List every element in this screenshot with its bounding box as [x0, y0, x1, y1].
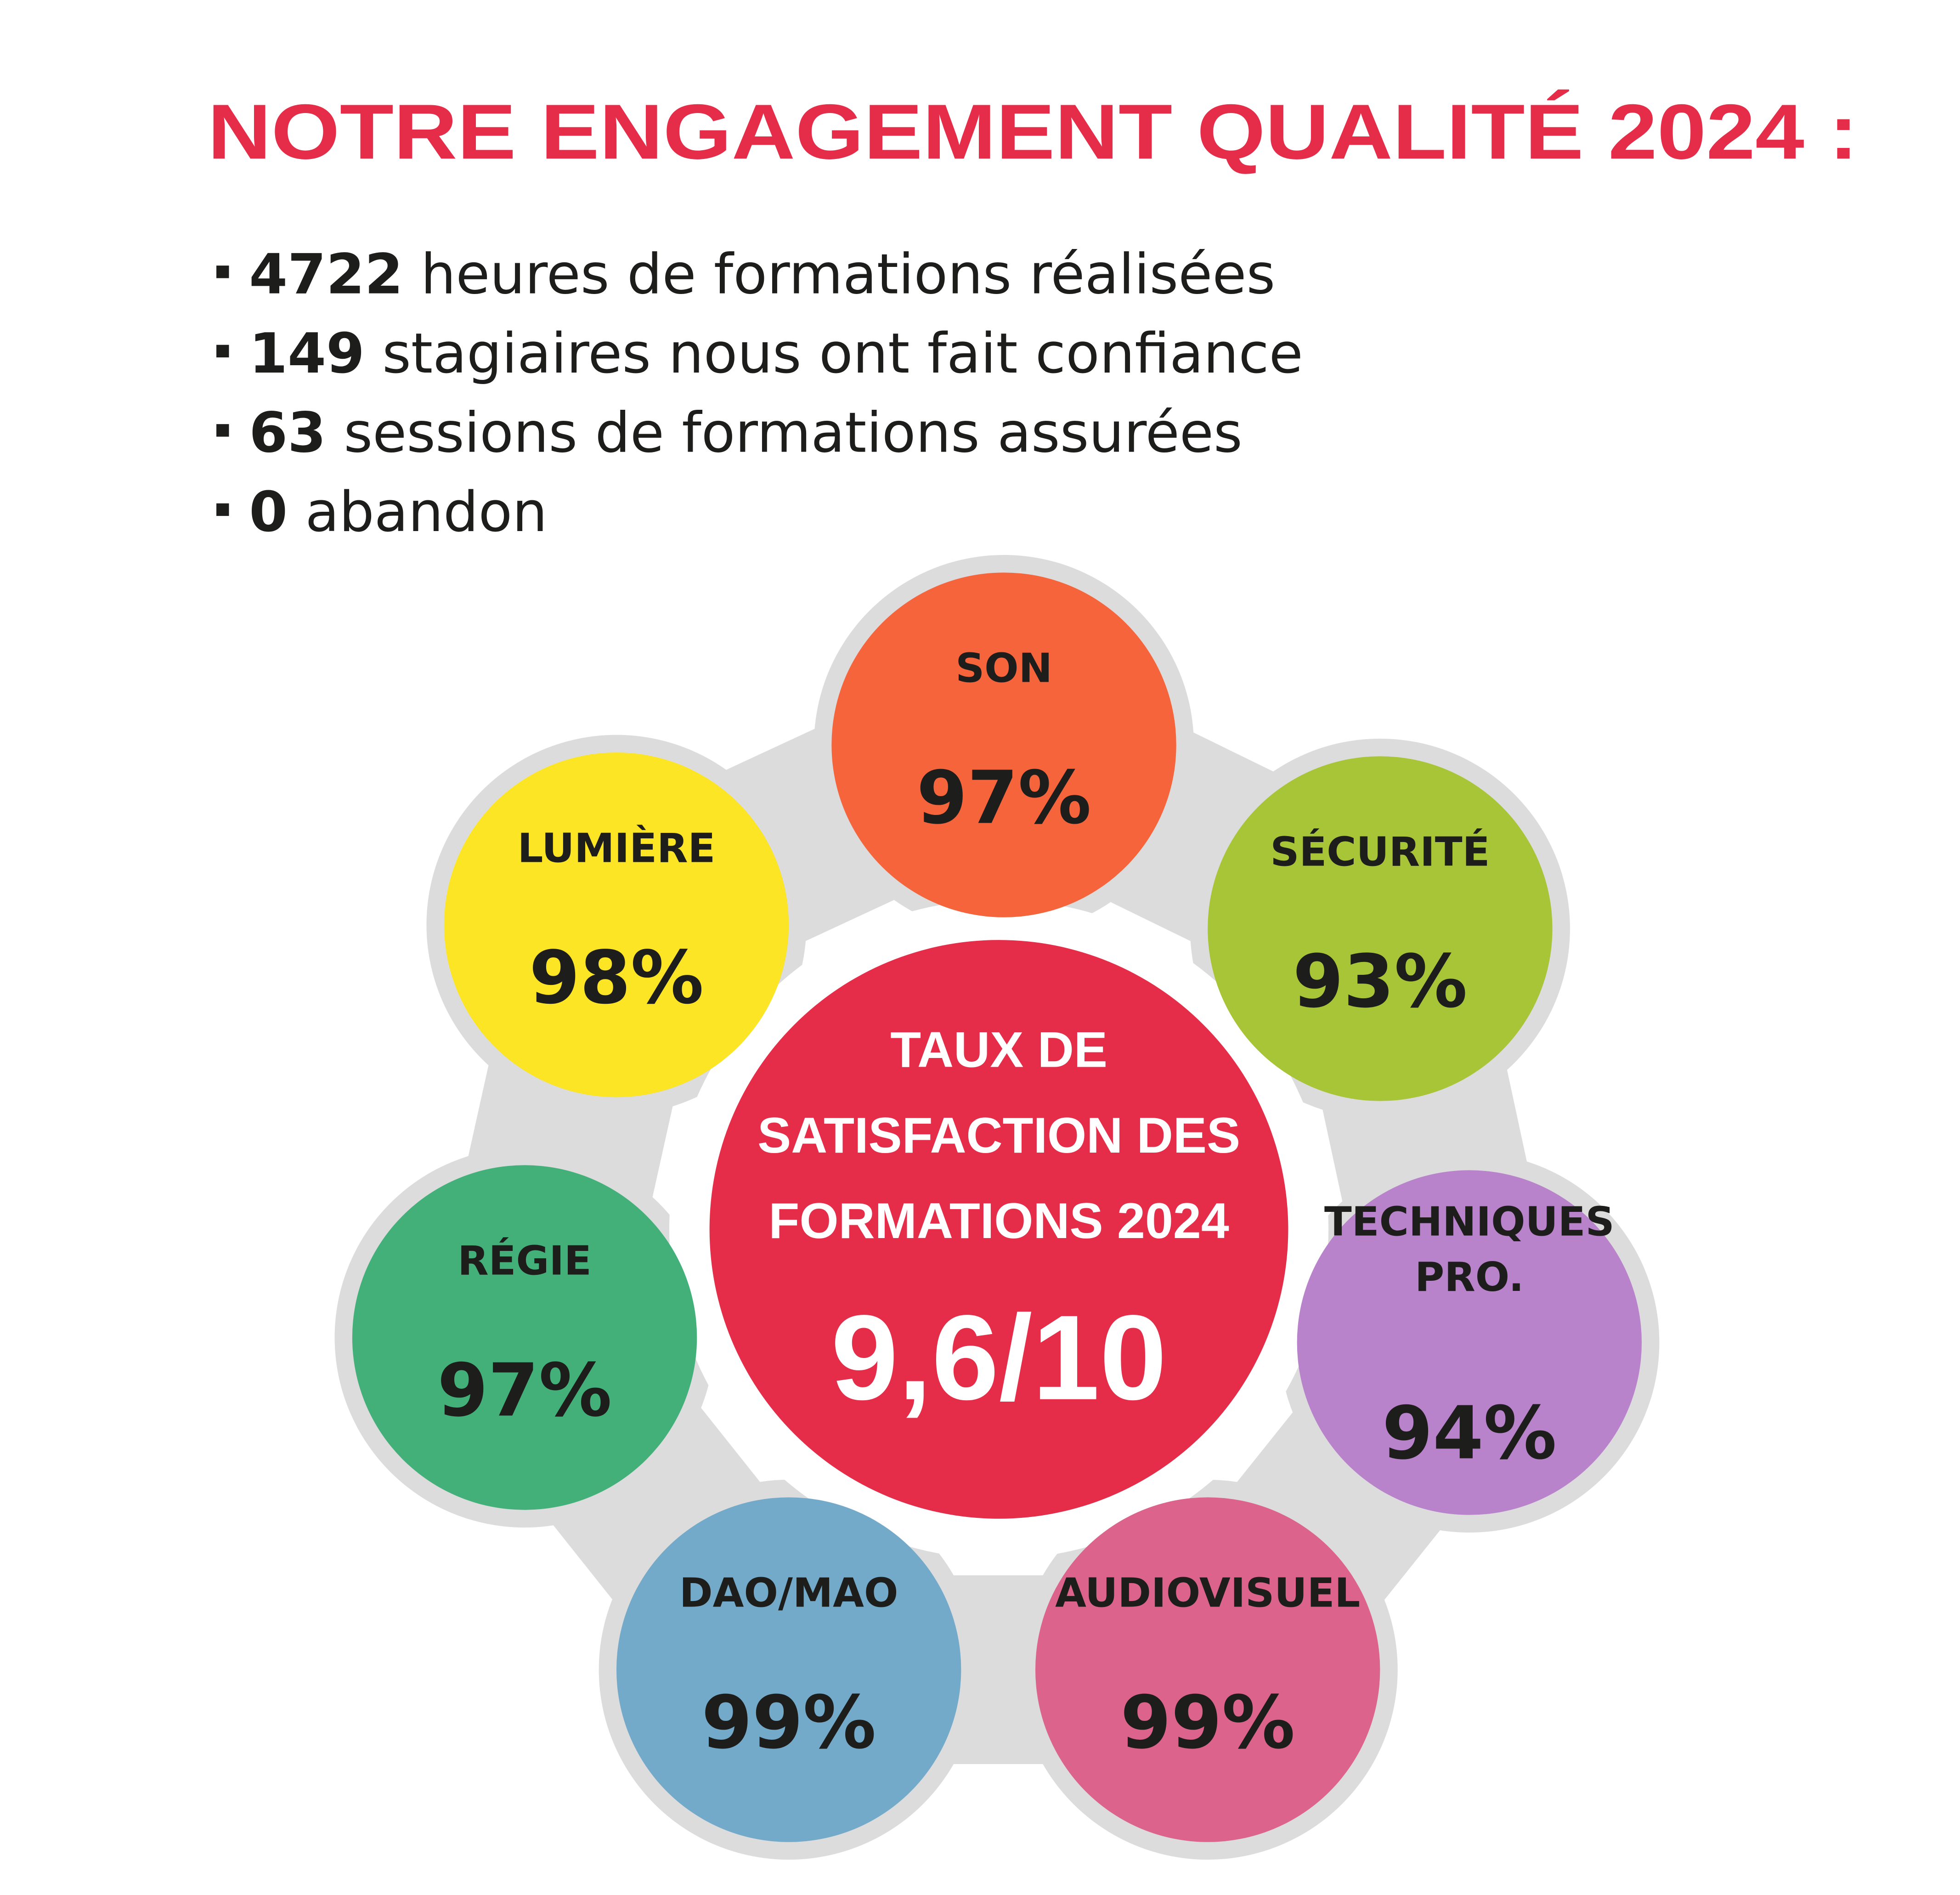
category-label: AUDIOVISUEL — [1055, 1570, 1360, 1617]
category-label: SON — [955, 645, 1052, 692]
category-label: LUMIÈRE — [518, 825, 716, 871]
category-value: 99% — [1120, 1680, 1295, 1765]
stat-line: 4722 heures de formations réalisées — [249, 242, 1275, 306]
category-circle — [1208, 756, 1553, 1101]
center-score: 9,6/10 — [831, 1290, 1167, 1425]
category-label: RÉGIE — [458, 1238, 592, 1284]
category-circle — [352, 1165, 697, 1510]
stat-line: 63 sessions de formations assurées — [249, 401, 1243, 465]
stat-line: 149 stagiaires nous ont fait confiance — [249, 322, 1303, 386]
stat-line: 0 abandon — [249, 480, 547, 544]
bullet — [216, 424, 229, 437]
stat-number: 63 — [249, 401, 326, 465]
center-line: TAUX DE — [890, 1022, 1107, 1078]
title: NOTRE ENGAGEMENT QUALITÉ 2024 : — [208, 88, 1858, 175]
center-line: SATISFACTION DES — [757, 1108, 1240, 1164]
category-circle — [616, 1497, 961, 1842]
stat-text: heures de formations réalisées — [421, 242, 1275, 306]
category-circle — [1297, 1170, 1642, 1515]
stat-number: 4722 — [249, 242, 403, 306]
stat-text: sessions de formations assurées — [344, 401, 1242, 465]
category-label: TECHNIQUES — [1324, 1199, 1615, 1245]
category-circle — [444, 752, 789, 1097]
category-circle — [831, 572, 1176, 917]
stat-text: stagiaires nous ont fait confiance — [382, 322, 1303, 386]
category-value: 98% — [529, 936, 704, 1020]
category-value: 93% — [1293, 939, 1467, 1024]
category-value: 99% — [701, 1680, 876, 1765]
category-label: PRO. — [1415, 1254, 1524, 1301]
category-value: 97% — [916, 756, 1091, 840]
bullet — [216, 266, 229, 278]
stat-text: abandon — [305, 480, 547, 544]
center-circle — [709, 940, 1288, 1519]
category-label: SÉCURITÉ — [1270, 828, 1490, 875]
category-value: 94% — [1382, 1391, 1557, 1476]
category-circle — [1035, 1497, 1380, 1842]
category-value: 97% — [437, 1348, 612, 1433]
stat-number: 149 — [249, 322, 365, 386]
stat-number: 0 — [249, 480, 288, 544]
bullet — [216, 345, 229, 358]
center-line: FORMATIONS 2024 — [768, 1193, 1229, 1249]
bullet — [216, 503, 229, 516]
category-label: DAO/MAO — [679, 1570, 898, 1617]
